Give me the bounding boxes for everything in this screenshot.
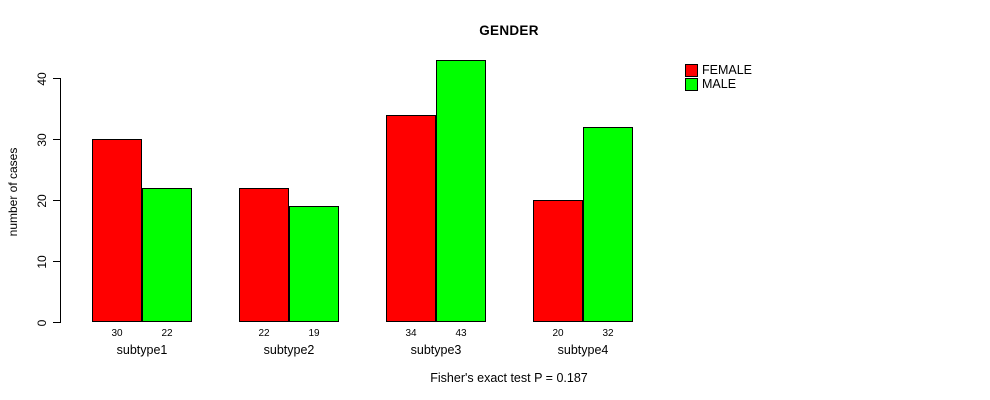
y-tick-label: 0 bbox=[35, 319, 49, 326]
stat-annotation: Fisher's exact test P = 0.187 bbox=[430, 371, 588, 385]
female-legend-label: FEMALE bbox=[702, 63, 753, 77]
male-legend-label: MALE bbox=[702, 77, 737, 91]
bar-female-subtype3 bbox=[386, 115, 436, 322]
male-legend-swatch bbox=[685, 77, 698, 91]
bar-value-label: 34 bbox=[405, 328, 417, 339]
bar-value-label: 30 bbox=[111, 328, 123, 339]
bar-value-label: 22 bbox=[161, 328, 173, 339]
bar-male-subtype2 bbox=[289, 206, 339, 322]
bar-male-subtype4 bbox=[583, 127, 633, 322]
y-tick-label: 20 bbox=[35, 193, 49, 208]
bar-male-subtype1 bbox=[142, 188, 192, 322]
category-label-subtype1: subtype1 bbox=[116, 343, 168, 357]
chart-title: GENDER bbox=[479, 23, 539, 38]
y-tick-mark bbox=[53, 322, 60, 323]
category-label-subtype3: subtype3 bbox=[410, 343, 462, 357]
y-tick-label: 30 bbox=[35, 132, 49, 147]
y-tick-mark bbox=[53, 78, 60, 79]
category-label-subtype2: subtype2 bbox=[263, 343, 315, 357]
legend-row-female: FEMALE bbox=[685, 63, 752, 77]
bar-value-label: 43 bbox=[455, 328, 467, 339]
bar-male-subtype3 bbox=[436, 60, 486, 322]
legend-row-male: MALE bbox=[685, 77, 752, 91]
y-tick-mark bbox=[53, 139, 60, 140]
bar-value-label: 19 bbox=[308, 328, 320, 339]
legend: FEMALE MALE bbox=[685, 63, 752, 91]
y-tick-label: 10 bbox=[35, 254, 49, 269]
y-tick-mark bbox=[53, 200, 60, 201]
female-legend-swatch bbox=[685, 63, 698, 77]
bar-value-label: 22 bbox=[258, 328, 270, 339]
y-axis-line bbox=[60, 78, 61, 323]
y-tick-label: 40 bbox=[35, 71, 49, 86]
y-axis-label: number of cases bbox=[6, 147, 20, 237]
bar-value-label: 32 bbox=[602, 328, 614, 339]
bar-female-subtype4 bbox=[533, 200, 583, 322]
bar-value-label: 20 bbox=[552, 328, 564, 339]
bar-female-subtype2 bbox=[239, 188, 289, 322]
category-label-subtype4: subtype4 bbox=[557, 343, 609, 357]
bar-female-subtype1 bbox=[92, 139, 142, 322]
y-tick-mark bbox=[53, 261, 60, 262]
